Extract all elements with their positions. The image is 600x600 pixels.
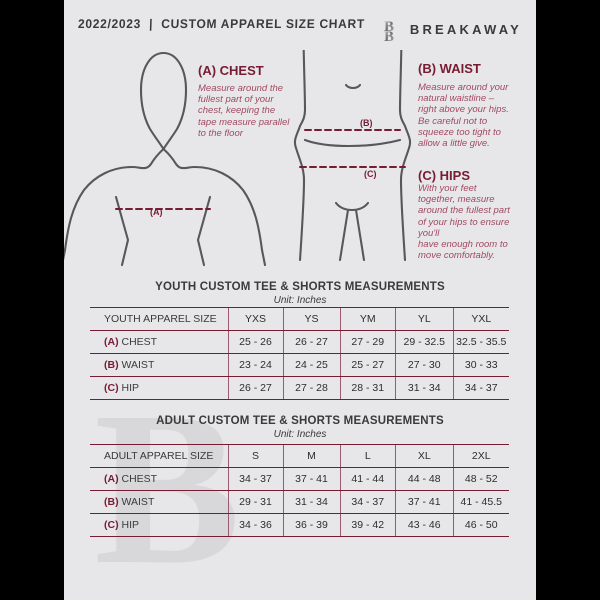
svg-text:(A): (A)	[150, 207, 163, 217]
svg-text:B: B	[384, 29, 394, 42]
svg-text:(B): (B)	[360, 118, 373, 128]
svg-text:(C): (C)	[364, 169, 377, 179]
